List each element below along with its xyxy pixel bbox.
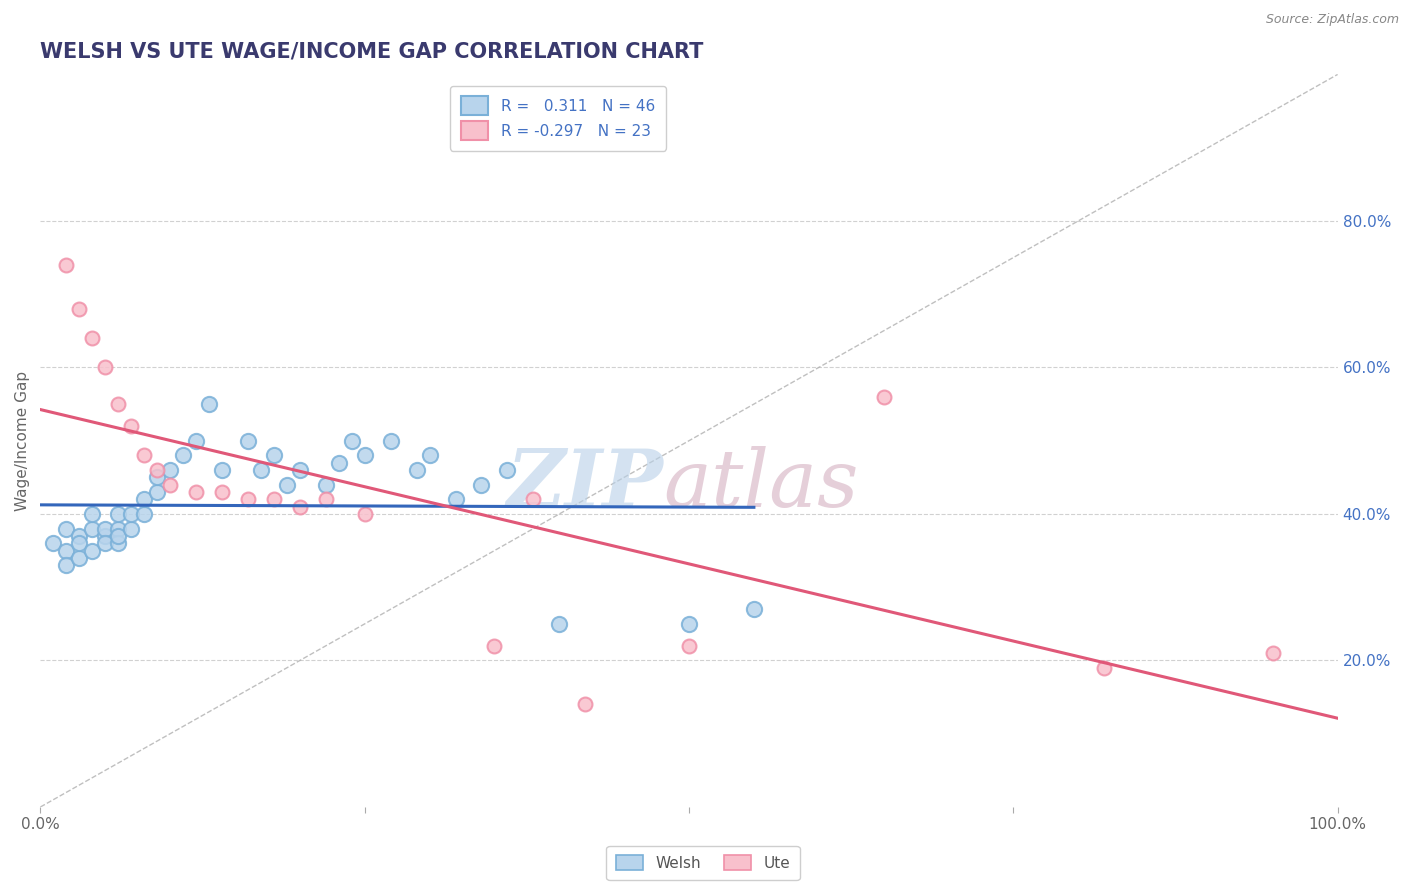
Point (67, 529, 90, 543)
Point (107, 397, 129, 411)
Point (120, 522, 142, 536)
Point (82, 331, 104, 345)
Point (340, 434, 363, 448)
Point (55, 558, 77, 573)
Point (678, 639, 700, 653)
Point (315, 492, 337, 507)
Point (159, 477, 181, 491)
Point (67, 301, 90, 316)
Point (198, 397, 221, 411)
Point (236, 434, 259, 448)
Point (120, 419, 142, 434)
Legend: R =   0.311   N = 46, R = -0.297   N = 23: R = 0.311 N = 46, R = -0.297 N = 23 (450, 86, 665, 151)
Point (1261, 646, 1284, 660)
Text: WELSH VS UTE WAGE/INCOME GAP CORRELATION CHART: WELSH VS UTE WAGE/INCOME GAP CORRELATION… (41, 42, 704, 62)
Point (146, 485, 169, 500)
Point (67, 536, 90, 550)
Point (55, 258, 77, 272)
Point (1092, 661, 1115, 675)
Point (134, 448, 156, 462)
Point (405, 463, 427, 477)
Point (146, 463, 169, 477)
Point (872, 390, 894, 404)
Text: ZIP: ZIP (506, 446, 664, 524)
Point (522, 492, 544, 507)
Point (94, 360, 117, 375)
Point (211, 485, 233, 500)
Point (134, 507, 156, 521)
Point (263, 492, 285, 507)
Point (107, 536, 129, 550)
Point (236, 492, 259, 507)
Point (353, 448, 375, 462)
Point (353, 507, 375, 521)
Y-axis label: Wage/Income Gap: Wage/Income Gap (15, 371, 30, 511)
Text: atlas: atlas (664, 446, 859, 524)
Point (172, 448, 194, 462)
Point (678, 616, 700, 631)
Point (82, 507, 104, 521)
Text: Source: ZipAtlas.com: Source: ZipAtlas.com (1265, 13, 1399, 27)
Point (107, 522, 129, 536)
Point (94, 529, 117, 543)
Point (328, 456, 350, 470)
Point (315, 477, 337, 491)
Point (94, 522, 117, 536)
Point (55, 522, 77, 536)
Point (107, 507, 129, 521)
Point (444, 492, 467, 507)
Point (484, 639, 506, 653)
Point (107, 529, 129, 543)
Point (288, 463, 311, 477)
Point (146, 470, 169, 484)
Point (419, 448, 441, 462)
Point (42, 536, 65, 550)
Point (120, 507, 142, 521)
Point (470, 477, 492, 491)
Legend: Welsh, Ute: Welsh, Ute (606, 846, 800, 880)
Point (94, 536, 117, 550)
Point (263, 448, 285, 462)
Point (742, 602, 765, 616)
Point (184, 434, 207, 448)
Point (211, 463, 233, 477)
Point (496, 463, 519, 477)
Point (250, 463, 273, 477)
Point (276, 477, 298, 491)
Point (184, 485, 207, 500)
Point (574, 698, 596, 712)
Point (380, 434, 402, 448)
Point (288, 500, 311, 514)
Point (134, 492, 156, 507)
Point (548, 616, 571, 631)
Point (82, 522, 104, 536)
Point (67, 550, 90, 565)
Point (55, 543, 77, 558)
Point (82, 543, 104, 558)
Point (159, 463, 181, 477)
